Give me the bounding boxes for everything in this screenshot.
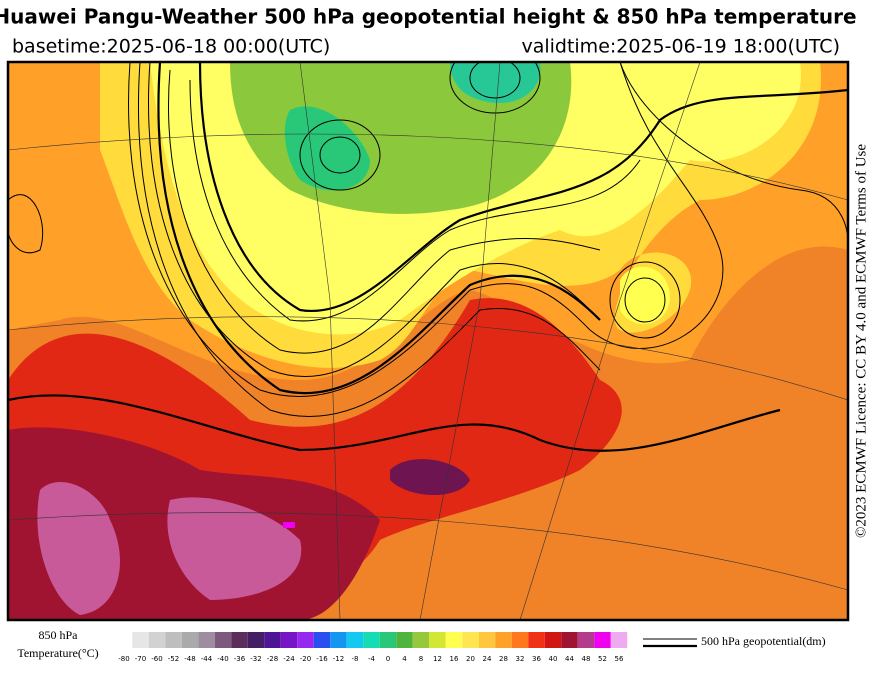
colorbar-tick-label: 28 [499, 655, 508, 663]
colorbar-swatch [429, 632, 446, 648]
colorbar-tick-label: -4 [368, 655, 376, 663]
colorbar-swatch [577, 632, 595, 648]
colorbar-tick-label: -44 [201, 655, 213, 663]
title: Huawei Pangu-Weather 500 hPa geopotentia… [0, 5, 857, 29]
colorbar-tick-label: -80 [118, 655, 129, 663]
colorbar-swatch [148, 632, 166, 648]
colorbar-swatch [544, 632, 562, 648]
colorbar-tick-label: 0 [386, 655, 390, 663]
colorbar-swatch [363, 632, 380, 648]
colorbar-tick-label: -16 [316, 655, 328, 663]
colorbar-swatch [231, 632, 248, 648]
colorbar: -80 -70 -60 -52 -48 -44 -40 -36 -32 -28 -24 -20 -16-… [118, 632, 628, 663]
colorbar-swatch [594, 632, 611, 648]
colorbar-swatch [247, 632, 265, 648]
colorbar-swatch [264, 632, 281, 648]
basetime: basetime:2025-06-18 00:00(UTC) [12, 36, 330, 58]
colorbar-swatch [396, 632, 413, 648]
colorbar-swatch [462, 632, 479, 648]
colorbar-swatch [214, 632, 232, 648]
colorbar-tick-label: -12 [333, 655, 344, 663]
licence: ©2023 ECMWF Licence: CC BY 4.0 and ECMWF… [853, 144, 869, 538]
colorbar-tick-label: 24 [483, 655, 492, 663]
colorbar-swatch [181, 632, 199, 648]
colorbar-tick-label: 20 [466, 655, 475, 663]
colorbar-swatch [313, 632, 331, 648]
colorbar-swatch [346, 632, 364, 648]
colorbar-tick-label: -60 [151, 655, 162, 663]
colorbar-tick-label: 32 [516, 655, 525, 663]
colorbar-tick-label: -20 [300, 655, 311, 663]
colorbar-tick-label: -28 [267, 655, 278, 663]
colorbar-label: 850 hPa [39, 628, 79, 642]
colorbar-swatch [511, 632, 529, 648]
colorbar-tick-label: 44 [565, 655, 574, 663]
colorbar-tick-label: 52 [598, 655, 607, 663]
colorbar-tick-label: 16 [450, 655, 459, 663]
colorbar-swatch [330, 632, 347, 648]
colorbar-tick-label: 12 [433, 655, 442, 663]
colorbar-swatch [445, 632, 463, 648]
colorbar-swatch [280, 632, 298, 648]
colorbar-swatch [610, 632, 628, 648]
colorbar-tick-label: 8 [419, 655, 423, 663]
validtime: validtime:2025-06-19 18:00(UTC) [521, 36, 840, 58]
colorbar-tick-label: 4 [402, 655, 407, 663]
contour-legend-label: 500 hPa geopotential(dm) [701, 634, 826, 648]
colorbar-tick-label: 40 [549, 655, 558, 663]
map [6, 60, 850, 622]
colorbar-label: Temperature(°C) [17, 646, 98, 660]
colorbar-swatch [165, 632, 182, 648]
colorbar-tick-label: -48 [184, 655, 195, 663]
colorbar-tick-label: -32 [250, 655, 261, 663]
colorbar-swatch [412, 632, 430, 648]
colorbar-swatch [528, 632, 545, 648]
colorbar-tick-label: -40 [217, 655, 228, 663]
colorbar-swatch [379, 632, 397, 648]
colorbar-swatch [495, 632, 512, 648]
colorbar-tick-label: 48 [582, 655, 591, 663]
colorbar-tick-label: -52 [168, 655, 179, 663]
colorbar-swatch [561, 632, 578, 648]
colorbar-swatch [297, 632, 314, 648]
colorbar-swatch [478, 632, 496, 648]
colorbar-swatch [132, 632, 149, 648]
colorbar-tick-label: -24 [283, 655, 295, 663]
colorbar-tick-label: -8 [352, 655, 359, 663]
colorbar-tick-label: -70 [135, 655, 146, 663]
colorbar-tick-label: 36 [532, 655, 541, 663]
colorbar-swatch [198, 632, 215, 648]
colorbar-tick-label: 56 [615, 655, 624, 663]
colorbar-tick-label: -36 [234, 655, 246, 663]
